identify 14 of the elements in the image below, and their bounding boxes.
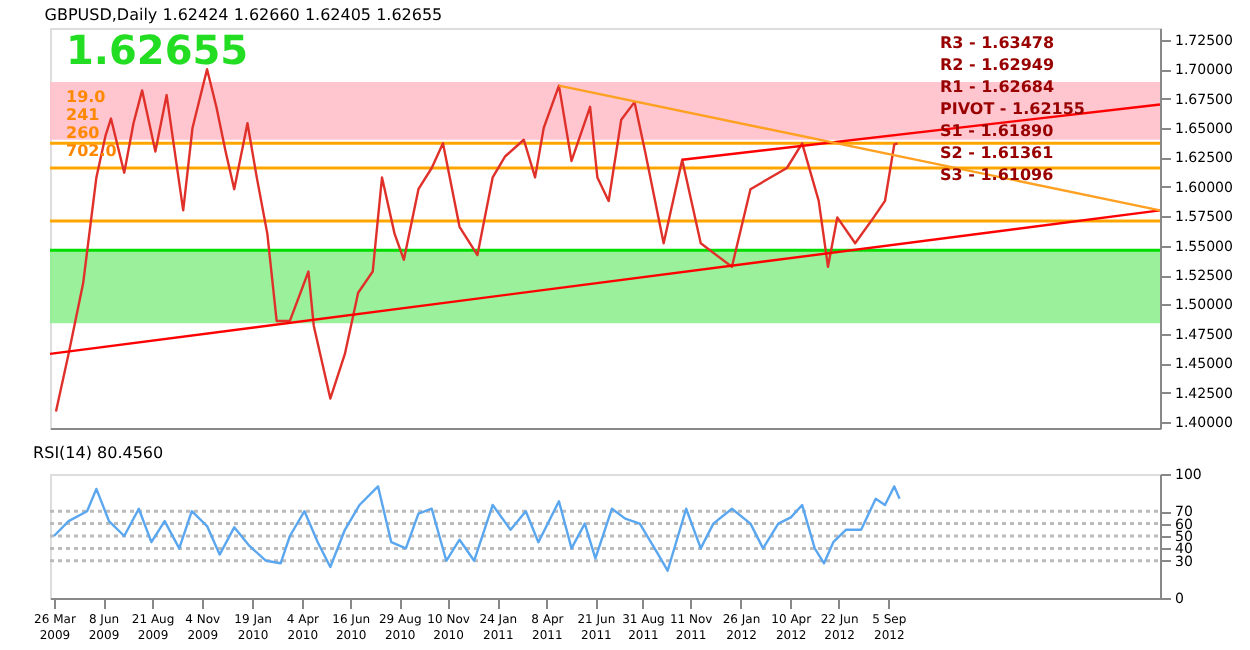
annotation: R2 - 1.62949 [940, 56, 1055, 74]
annotation: S3 - 1.61096 [940, 166, 1055, 184]
annotation: 241 [66, 106, 101, 124]
chart-title: RSI(14) 80.4560 [33, 444, 164, 462]
annotation: R3 - 1.63478 [940, 34, 1055, 52]
line-series [54, 67, 899, 413]
annotation: 19.0 [66, 88, 107, 106]
annotation: 1.62655 [66, 26, 249, 74]
chart-title: GBPUSD,Daily 1.62424 1.62660 1.62405 1.62655 [44, 6, 443, 24]
annotation: PIVOT - 1.62155 [940, 100, 1086, 118]
annotation: 260 [66, 124, 101, 142]
line-series [52, 485, 901, 572]
annotation: S2 - 1.61361 [940, 144, 1055, 162]
annotation: R1 - 1.62684 [940, 78, 1055, 96]
